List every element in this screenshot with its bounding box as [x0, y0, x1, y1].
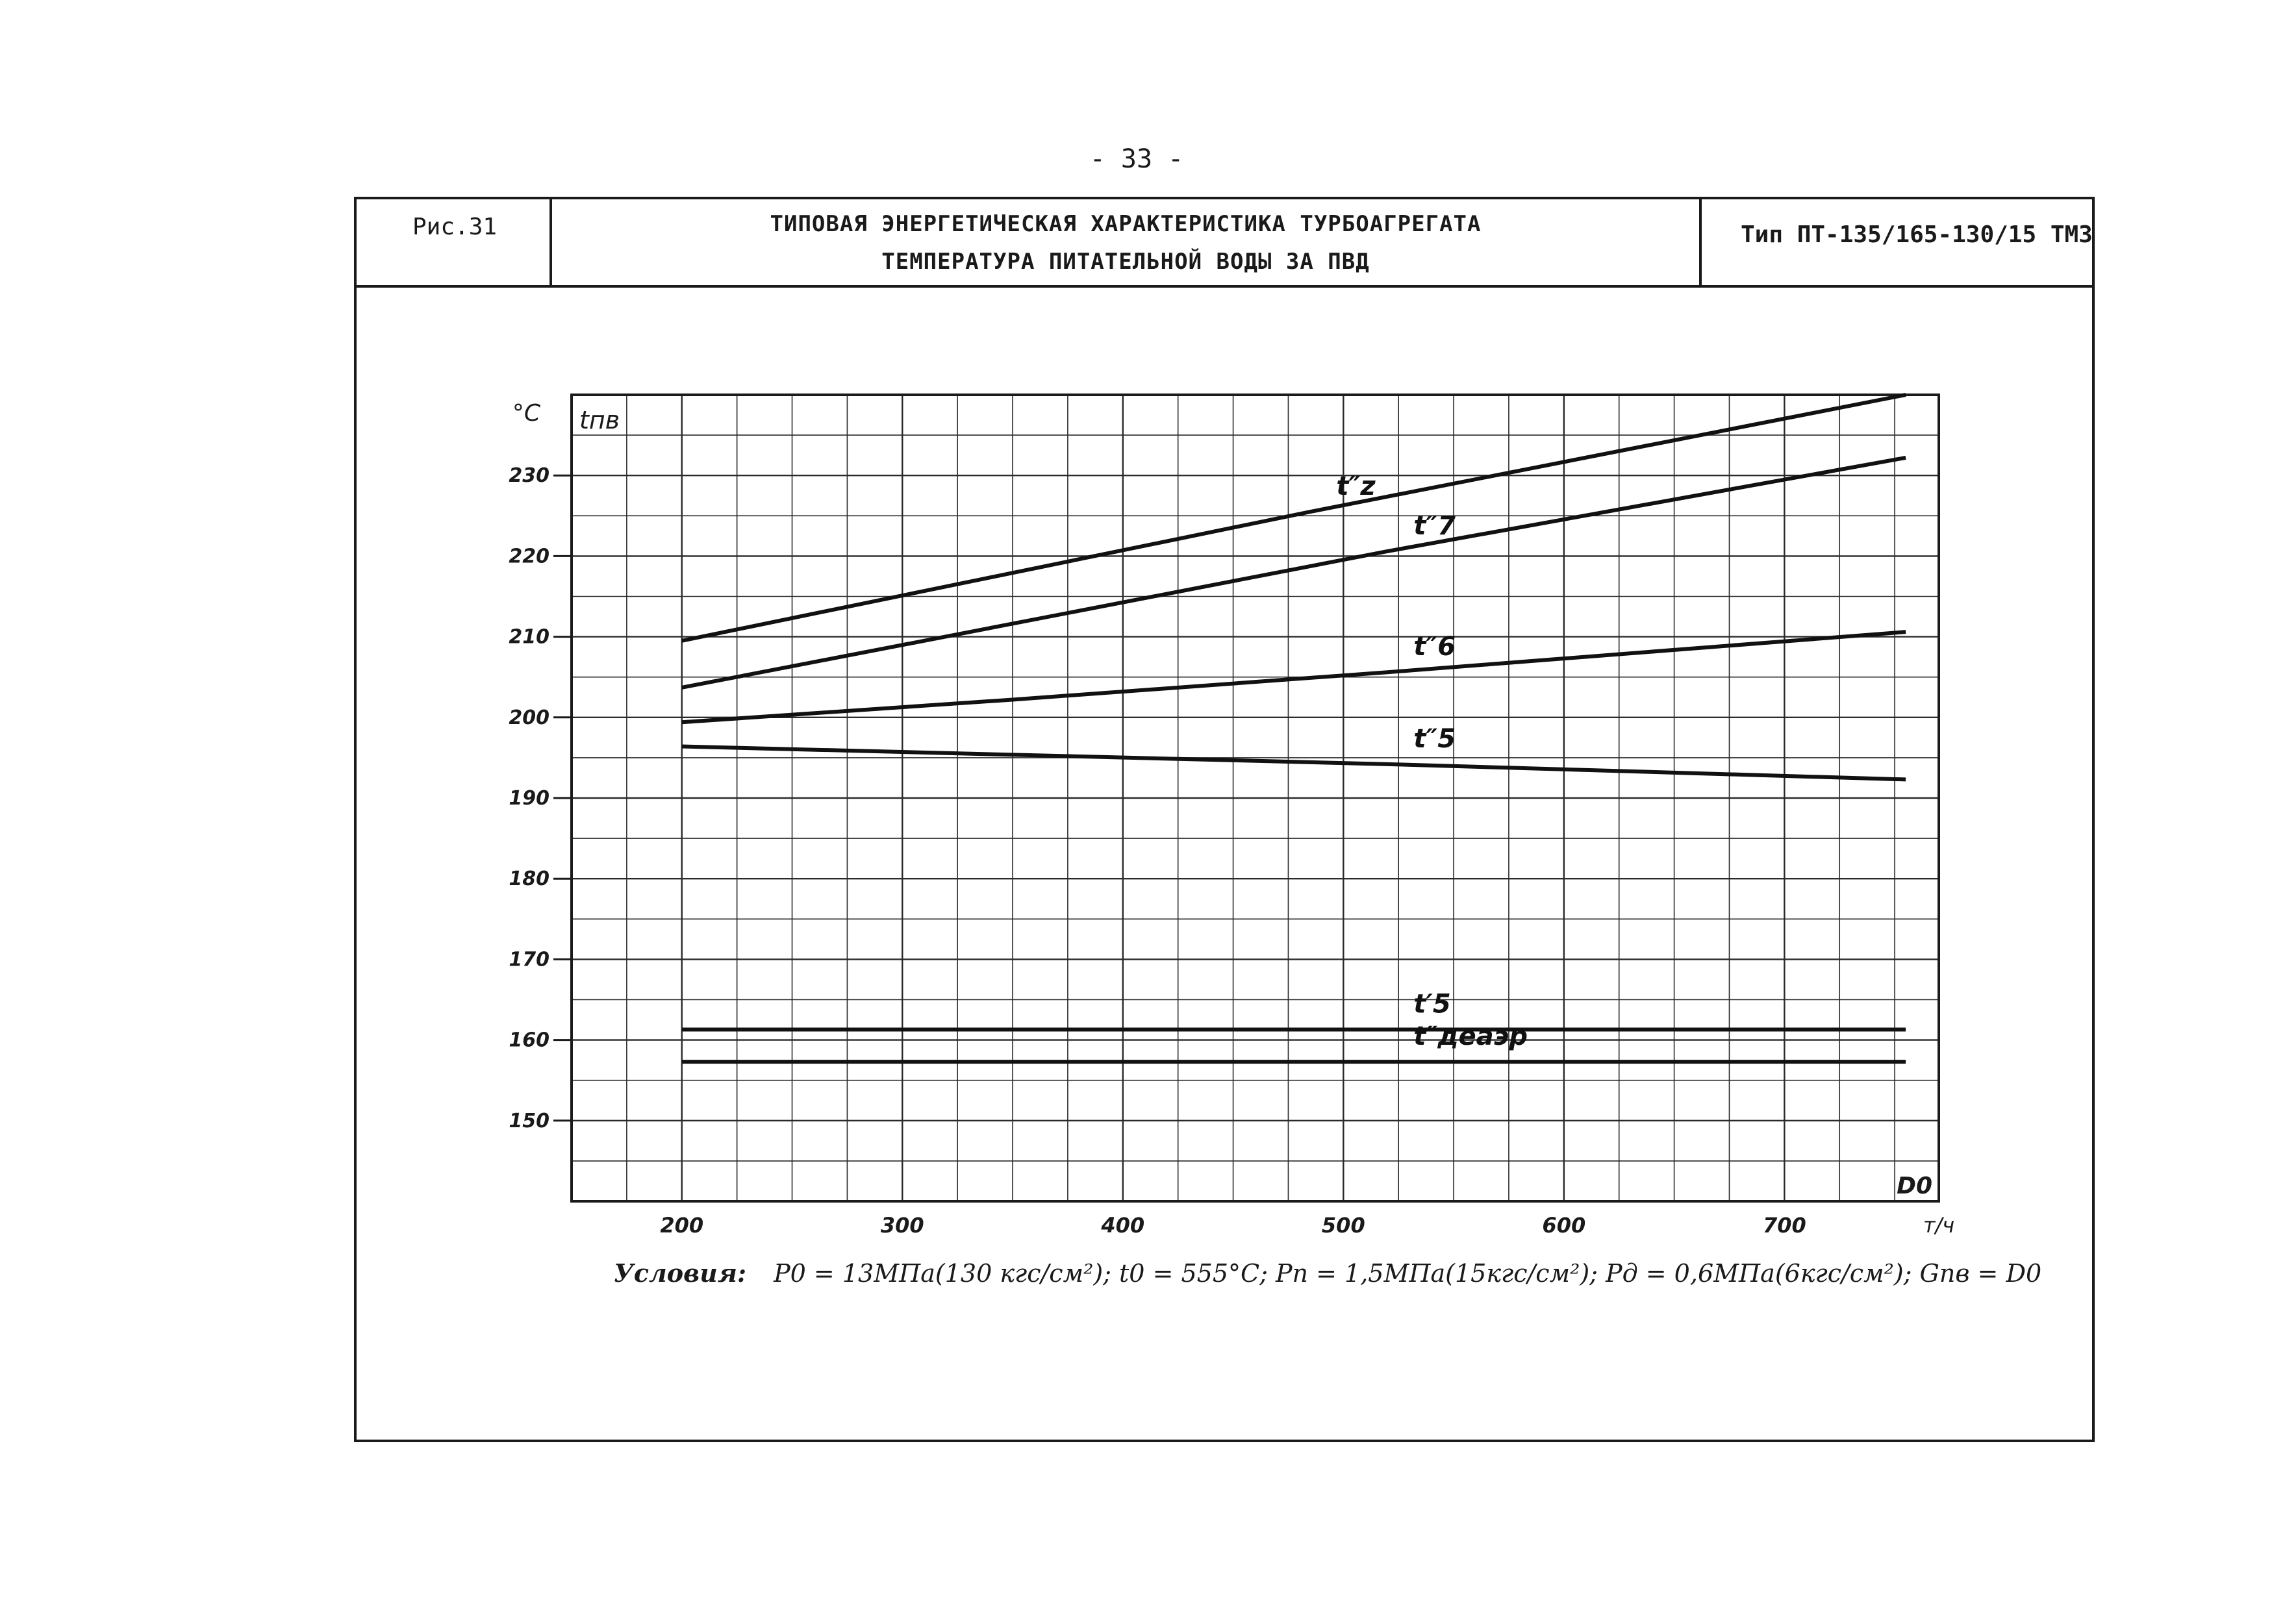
series-label: t″деаэр — [1413, 1021, 1528, 1051]
x-tick-label: 600 — [1542, 1213, 1585, 1238]
y-tick-label: 210 — [509, 626, 549, 649]
series-label: t″5 — [1413, 724, 1456, 754]
conditions-note: Условия: P0 = 13МПа(130 кгс/см²); t0 = 5… — [614, 1258, 2041, 1288]
chart-axes — [553, 394, 1940, 1203]
y-tick-label: 190 — [509, 787, 549, 810]
series-label: t″6 — [1413, 632, 1456, 662]
y-tick-label: 170 — [509, 948, 549, 971]
drawing-frame — [354, 197, 2095, 1442]
figure-cell: Рис.31 — [354, 197, 552, 285]
y-tick-label: 150 — [509, 1110, 549, 1132]
y-tick-label: 230 — [509, 464, 549, 487]
series-line — [681, 393, 1906, 643]
title-block: Рис.31 ТИПОВАЯ ЭНЕРГЕТИЧЕСКАЯ ХАРАКТЕРИС… — [354, 197, 2095, 288]
chart-grid — [571, 394, 1939, 1203]
type-cell: Тип ПТ-135/165-130/15 ТМЗ — [1702, 197, 2095, 285]
title-line-1: ТИПОВАЯ ЭНЕРГЕТИЧЕСКАЯ ХАРАКТЕРИСТИКА ТУ… — [770, 211, 1482, 237]
y-tick-label: 200 — [509, 706, 549, 729]
page-number: - 33 - — [1089, 144, 1184, 174]
conditions-lead: Условия: — [614, 1258, 746, 1288]
x-axis-unit: т/ч — [1923, 1213, 1954, 1238]
x-tick-label: 700 — [1763, 1213, 1806, 1238]
series-label: t′5 — [1413, 989, 1451, 1019]
series-label: t″7 — [1413, 511, 1456, 541]
x-tick-label: 400 — [1100, 1213, 1144, 1238]
y-tick-label: 180 — [509, 868, 549, 890]
title-cell: ТИПОВАЯ ЭНЕРГЕТИЧЕСКАЯ ХАРАКТЕРИСТИКА ТУ… — [552, 197, 1702, 285]
x-tick-label: 200 — [660, 1213, 703, 1238]
y-axis-unit: °C — [512, 400, 541, 427]
y-tick-label: 160 — [509, 1029, 549, 1052]
series-line — [681, 744, 1906, 782]
title-line-2: ТЕМПЕРАТУРА ПИТАТЕЛЬНОЙ ВОДЫ ЗА ПВД — [881, 249, 1370, 275]
y-tick-label: 220 — [509, 545, 549, 568]
y-axis-label: tпв — [579, 406, 620, 434]
x-tick-label: 500 — [1322, 1213, 1365, 1238]
x-axis-label: D0 — [1897, 1173, 1932, 1199]
series-label: t″z — [1336, 471, 1376, 501]
series-line — [681, 455, 1906, 690]
figure-label: Рис.31 — [412, 214, 498, 240]
chart-tick-labels: 150 160 170 180 190 200 210 220 230 200 300 400 500 6… — [509, 400, 1954, 1238]
chart-series-labels: t″z t″7 t″6 t″5 t′5t″деаэр — [1336, 471, 1528, 1051]
chart-series — [681, 393, 1906, 1064]
conditions-text: P0 = 13МПа(130 кгс/см²); t0 = 555°C; Pп … — [774, 1259, 2042, 1288]
series-line — [681, 630, 1906, 725]
x-tick-label: 300 — [881, 1213, 924, 1238]
turbine-type-label: Тип ПТ-135/165-130/15 ТМЗ — [1741, 221, 2093, 248]
